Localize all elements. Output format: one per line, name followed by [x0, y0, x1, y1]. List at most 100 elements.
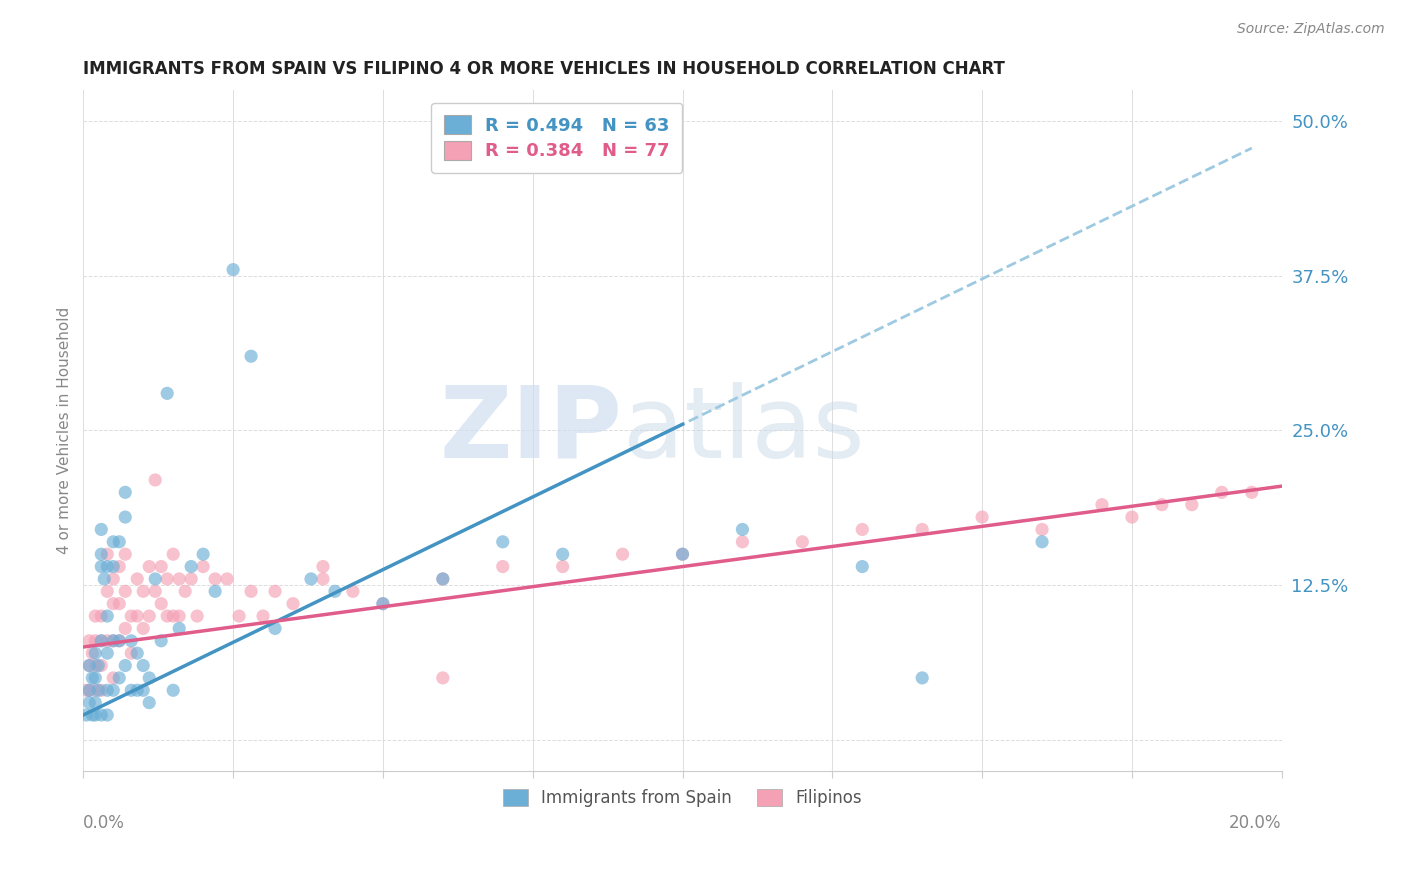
- Point: [114, 485, 136, 500]
- Point: [217, 572, 239, 586]
- Point: [84, 696, 107, 710]
- Point: [96, 633, 118, 648]
- Point: [138, 609, 160, 624]
- Point: [127, 683, 149, 698]
- Point: [103, 597, 125, 611]
- Legend: Immigrants from Spain, Filipinos: Immigrants from Spain, Filipinos: [496, 782, 869, 814]
- Point: [1091, 498, 1114, 512]
- Point: [103, 633, 125, 648]
- Text: atlas: atlas: [623, 382, 865, 479]
- Point: [84, 671, 107, 685]
- Point: [191, 547, 214, 561]
- Point: [222, 262, 245, 277]
- Point: [96, 708, 118, 723]
- Point: [132, 683, 155, 698]
- Point: [120, 609, 142, 624]
- Point: [82, 708, 104, 723]
- Point: [371, 597, 394, 611]
- Point: [108, 671, 131, 685]
- Point: [108, 534, 131, 549]
- Point: [162, 547, 184, 561]
- Point: [138, 559, 160, 574]
- Point: [731, 523, 754, 537]
- Point: [96, 559, 118, 574]
- Point: [79, 658, 101, 673]
- Point: [84, 658, 107, 673]
- Point: [851, 523, 873, 537]
- Point: [114, 510, 136, 524]
- Point: [323, 584, 346, 599]
- Point: [90, 609, 112, 624]
- Point: [79, 658, 101, 673]
- Point: [432, 572, 454, 586]
- Point: [174, 584, 197, 599]
- Point: [120, 683, 142, 698]
- Point: [792, 534, 814, 549]
- Point: [79, 633, 101, 648]
- Point: [281, 597, 304, 611]
- Point: [143, 572, 166, 586]
- Point: [75, 683, 97, 698]
- Point: [1031, 523, 1053, 537]
- Point: [79, 683, 101, 698]
- Point: [84, 646, 107, 660]
- Point: [132, 622, 155, 636]
- Point: [162, 683, 184, 698]
- Point: [96, 584, 118, 599]
- Point: [150, 559, 173, 574]
- Point: [167, 609, 190, 624]
- Point: [108, 633, 131, 648]
- Point: [180, 559, 202, 574]
- Point: [150, 597, 173, 611]
- Point: [492, 559, 515, 574]
- Point: [191, 559, 214, 574]
- Point: [1031, 534, 1053, 549]
- Point: [96, 609, 118, 624]
- Point: [972, 510, 994, 524]
- Point: [299, 572, 322, 586]
- Point: [132, 658, 155, 673]
- Point: [79, 696, 101, 710]
- Point: [342, 584, 364, 599]
- Point: [108, 633, 131, 648]
- Point: [1121, 510, 1143, 524]
- Point: [204, 584, 226, 599]
- Point: [312, 572, 335, 586]
- Point: [96, 683, 118, 698]
- Point: [264, 584, 287, 599]
- Point: [228, 609, 250, 624]
- Point: [162, 609, 184, 624]
- Point: [143, 584, 166, 599]
- Point: [240, 349, 263, 363]
- Point: [114, 547, 136, 561]
- Point: [120, 646, 142, 660]
- Point: [90, 559, 112, 574]
- Point: [82, 646, 104, 660]
- Point: [103, 671, 125, 685]
- Point: [90, 658, 112, 673]
- Point: [90, 547, 112, 561]
- Text: ZIP: ZIP: [440, 382, 623, 479]
- Point: [103, 683, 125, 698]
- Point: [132, 584, 155, 599]
- Point: [93, 572, 115, 586]
- Point: [156, 609, 179, 624]
- Point: [114, 584, 136, 599]
- Point: [84, 683, 107, 698]
- Point: [432, 671, 454, 685]
- Point: [84, 633, 107, 648]
- Point: [90, 523, 112, 537]
- Point: [127, 646, 149, 660]
- Point: [551, 547, 574, 561]
- Point: [90, 633, 112, 648]
- Point: [103, 572, 125, 586]
- Point: [204, 572, 226, 586]
- Point: [492, 534, 515, 549]
- Point: [127, 572, 149, 586]
- Point: [138, 671, 160, 685]
- Y-axis label: 4 or more Vehicles in Household: 4 or more Vehicles in Household: [58, 307, 72, 554]
- Point: [79, 683, 101, 698]
- Point: [911, 523, 934, 537]
- Point: [90, 633, 112, 648]
- Point: [108, 597, 131, 611]
